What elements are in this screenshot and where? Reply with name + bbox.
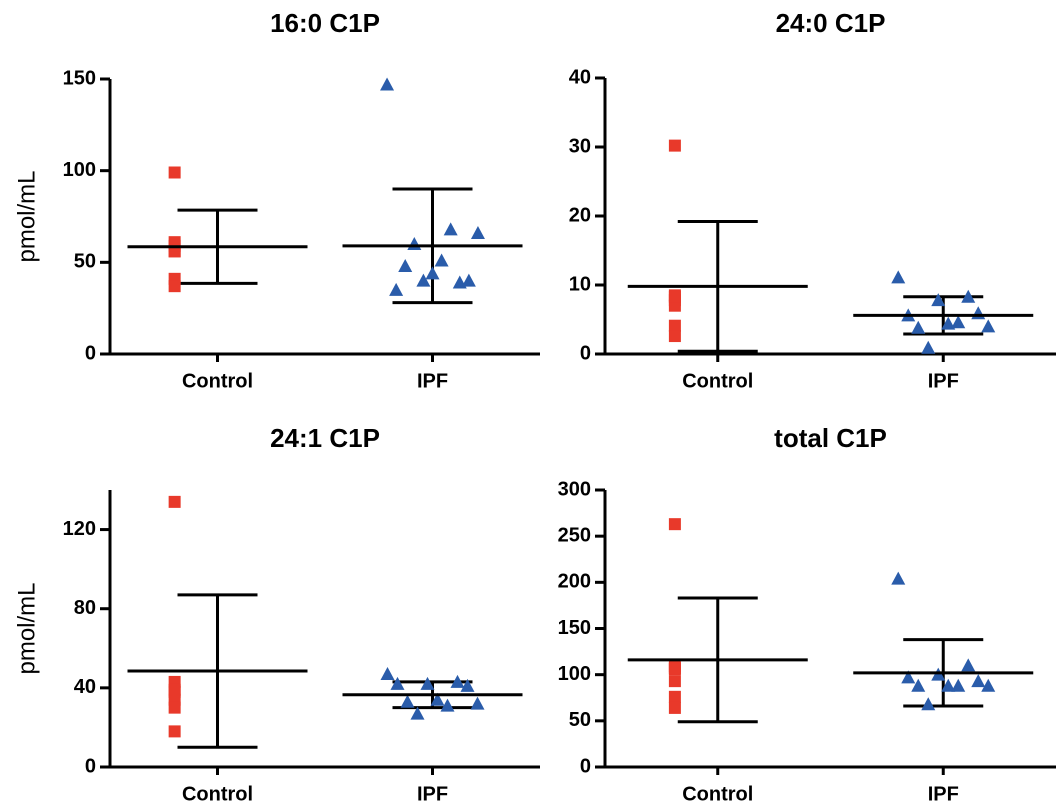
data-point <box>168 166 181 179</box>
data-point <box>668 518 681 531</box>
data-point <box>380 667 395 681</box>
x-tick-label: Control <box>682 370 753 392</box>
y-tick-label: 100 <box>63 159 96 181</box>
data-point <box>168 280 181 293</box>
data-point <box>460 678 475 692</box>
data-point <box>450 674 465 688</box>
y-axis-label: pmol/mL <box>13 170 40 262</box>
data-point <box>941 678 956 692</box>
data-point <box>961 658 976 672</box>
y-tick-label: 150 <box>63 67 96 89</box>
data-point <box>407 237 422 250</box>
data-point <box>168 701 181 714</box>
data-point <box>951 315 966 329</box>
data-point <box>961 289 976 303</box>
data-point <box>901 670 916 684</box>
y-tick-label: 40 <box>569 66 591 88</box>
y-tick-label: 80 <box>74 597 96 619</box>
y-tick-label: 300 <box>558 478 591 500</box>
y-tick-label: 200 <box>558 571 591 593</box>
data-point <box>168 495 181 508</box>
y-tick-label: 250 <box>558 524 591 546</box>
data-point <box>380 77 395 91</box>
data-point <box>430 692 445 706</box>
y-tick-label: 30 <box>569 135 591 157</box>
data-point <box>971 674 986 688</box>
data-point <box>443 222 458 236</box>
chart-title: total C1P <box>774 423 887 453</box>
x-tick-label: IPF <box>417 783 448 805</box>
data-point <box>425 266 440 280</box>
data-point <box>921 340 936 354</box>
data-point <box>434 253 449 267</box>
y-tick-label: 0 <box>580 755 591 777</box>
data-point <box>668 675 681 688</box>
y-tick-label: 40 <box>74 676 96 698</box>
data-point <box>911 320 926 334</box>
data-point <box>390 676 405 690</box>
y-tick-label: 100 <box>558 663 591 685</box>
data-point <box>668 139 681 152</box>
y-tick-label: 0 <box>580 342 591 364</box>
x-tick-label: IPF <box>928 370 959 392</box>
data-point <box>389 282 404 296</box>
data-point <box>931 293 946 307</box>
y-tick-label: 150 <box>558 617 591 639</box>
data-point <box>461 273 476 287</box>
y-axis-label: pmol/mL <box>13 582 40 674</box>
data-point <box>981 319 996 333</box>
y-tick-label: 50 <box>74 251 96 273</box>
chart-title: 24:0 C1P <box>776 8 886 38</box>
data-point <box>410 706 425 720</box>
data-point <box>911 678 926 692</box>
x-tick-label: IPF <box>928 783 959 805</box>
data-point <box>470 696 485 710</box>
chart-title: 16:0 C1P <box>270 8 380 38</box>
data-point <box>668 662 681 675</box>
data-point <box>951 678 966 692</box>
data-point <box>941 316 956 330</box>
x-tick-label: Control <box>182 370 253 392</box>
data-point <box>891 571 906 585</box>
y-tick-label: 10 <box>569 273 591 295</box>
data-point <box>971 306 986 320</box>
data-point <box>452 275 467 289</box>
data-point <box>668 290 681 303</box>
data-point <box>668 319 681 332</box>
data-point <box>668 330 681 343</box>
data-point <box>470 226 485 239</box>
data-point <box>891 270 906 284</box>
x-tick-label: Control <box>182 783 253 805</box>
data-point <box>398 259 413 272</box>
x-tick-label: IPF <box>417 370 448 392</box>
y-tick-label: 0 <box>85 755 96 777</box>
data-point <box>440 698 455 712</box>
data-point <box>668 701 681 714</box>
y-tick-label: 120 <box>63 518 96 540</box>
y-tick-label: 50 <box>569 709 591 731</box>
data-point <box>416 273 431 287</box>
data-point <box>168 725 181 738</box>
y-tick-label: 0 <box>85 342 96 364</box>
data-point <box>668 690 681 703</box>
data-point <box>981 678 996 692</box>
y-tick-label: 20 <box>569 204 591 226</box>
data-point <box>168 683 181 696</box>
data-point <box>420 676 435 690</box>
data-point <box>400 694 415 708</box>
chart-title: 24:1 C1P <box>270 423 380 453</box>
x-tick-label: Control <box>682 783 753 805</box>
data-point <box>921 697 936 711</box>
